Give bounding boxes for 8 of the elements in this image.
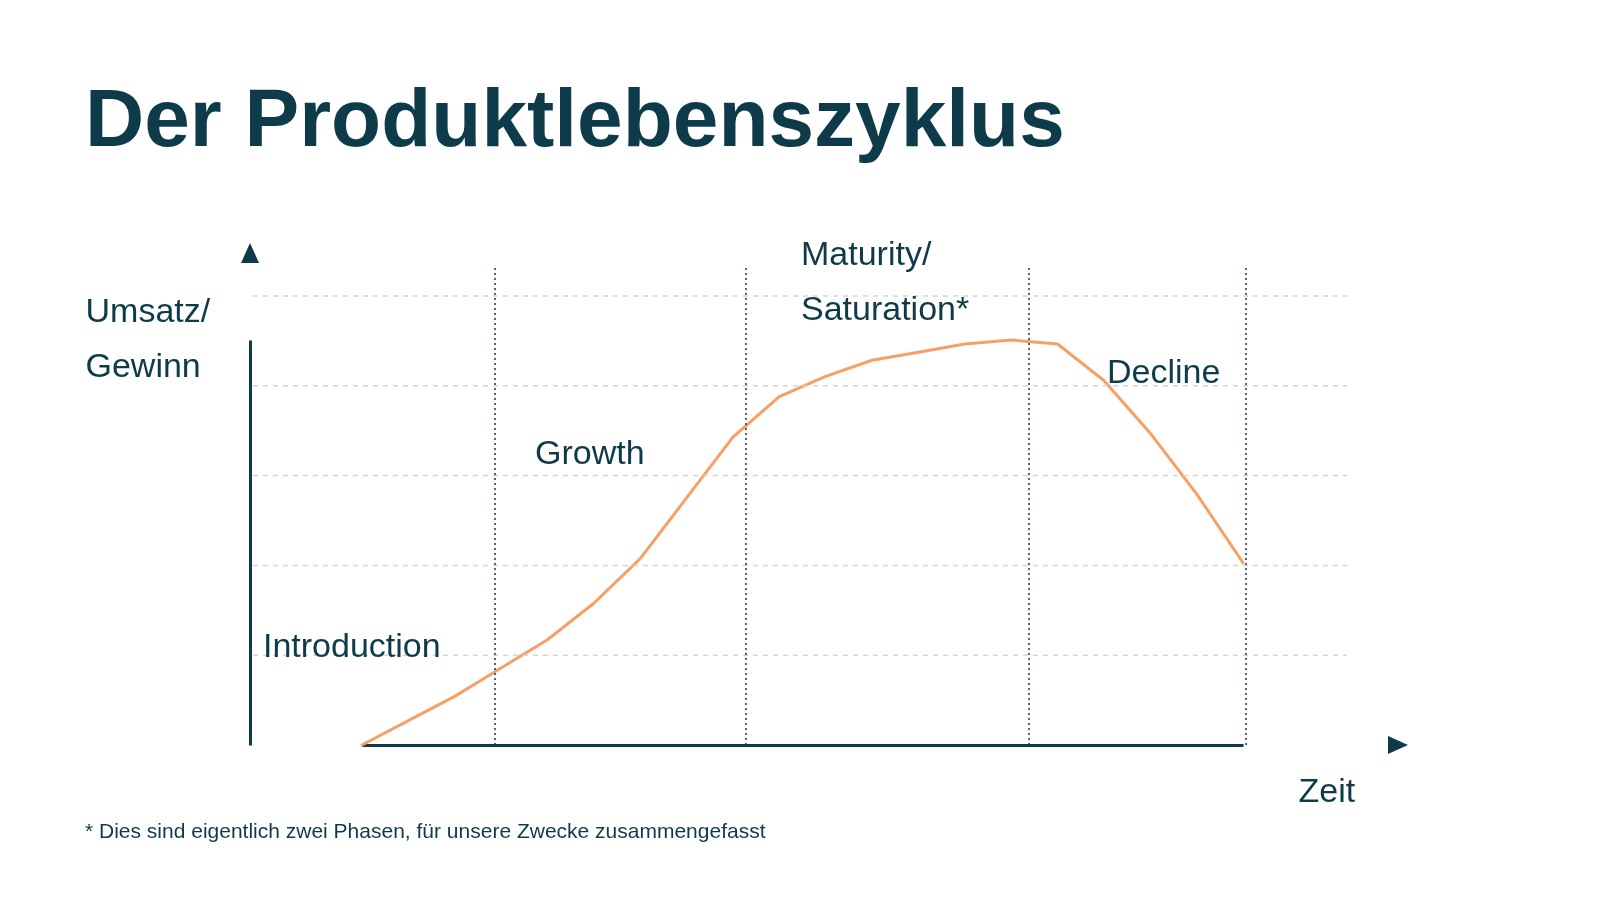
annotation: Introduction (263, 625, 441, 666)
annotation: Growth (535, 432, 645, 473)
x-axis-title: Zeit (1298, 770, 1356, 809)
text: * Dies sind eigentlich zwei Phasen, für unsere Zwecke zusammengefasst (85, 818, 766, 844)
annotation: Decline (1107, 351, 1221, 392)
chart-title: Der Produktlebenszyklus (85, 72, 1065, 163)
text: Maturity/ Saturation* (801, 233, 970, 329)
y-axis-title: Umsatz/ Gewinn (85, 290, 211, 384)
